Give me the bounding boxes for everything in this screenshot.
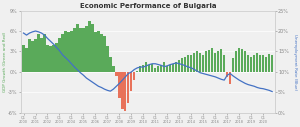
Bar <box>163 62 165 72</box>
Bar <box>40 38 43 72</box>
Bar <box>133 72 136 80</box>
Bar <box>190 55 192 72</box>
Bar <box>22 45 25 72</box>
Bar <box>166 66 168 72</box>
Bar <box>56 43 58 72</box>
Bar <box>61 34 64 72</box>
Bar <box>79 28 82 72</box>
Bar <box>196 51 198 72</box>
Bar <box>241 49 243 72</box>
Bar <box>32 41 34 72</box>
Bar <box>76 24 79 72</box>
Bar <box>169 65 171 72</box>
Bar <box>265 57 267 72</box>
Bar <box>100 34 103 72</box>
Bar <box>136 71 139 72</box>
Bar <box>67 32 70 72</box>
Bar <box>118 72 121 98</box>
Bar <box>184 57 186 72</box>
Bar <box>181 58 183 72</box>
Bar <box>28 39 31 72</box>
Bar <box>38 34 40 72</box>
Bar <box>256 53 258 72</box>
Bar <box>44 34 46 72</box>
Bar <box>178 60 180 72</box>
Bar <box>226 72 228 77</box>
Bar <box>154 68 157 72</box>
Bar <box>115 72 118 76</box>
Bar <box>232 58 234 72</box>
Bar <box>262 55 264 72</box>
Bar <box>94 32 97 72</box>
Bar <box>124 72 127 112</box>
Bar <box>223 55 225 72</box>
Bar <box>91 24 94 72</box>
Bar <box>160 65 162 72</box>
Bar <box>244 51 246 72</box>
Bar <box>208 50 210 72</box>
Bar <box>106 46 109 72</box>
Bar <box>26 48 28 72</box>
Bar <box>214 53 216 72</box>
Bar <box>145 62 148 72</box>
Bar <box>130 72 133 91</box>
Bar <box>235 51 237 72</box>
Bar <box>52 45 55 72</box>
Bar <box>220 49 222 72</box>
Bar <box>139 66 142 72</box>
Bar <box>142 65 145 72</box>
Bar <box>229 72 231 84</box>
Bar <box>205 51 207 72</box>
Bar <box>199 53 201 72</box>
Bar <box>217 51 219 72</box>
Bar <box>151 64 154 72</box>
Y-axis label: GDP Growth (Green and Red): GDP Growth (Green and Red) <box>3 32 7 92</box>
Bar <box>103 36 106 72</box>
Bar <box>268 53 270 72</box>
Bar <box>157 66 159 72</box>
Bar <box>271 55 273 72</box>
Bar <box>34 39 37 72</box>
Bar <box>247 55 249 72</box>
Bar <box>175 62 177 72</box>
Bar <box>112 66 115 72</box>
Title: Economic Performance of Bulgaria: Economic Performance of Bulgaria <box>80 3 216 9</box>
Bar <box>250 57 252 72</box>
Bar <box>193 53 195 72</box>
Bar <box>97 31 100 72</box>
Bar <box>82 28 85 72</box>
Bar <box>85 26 88 72</box>
Bar <box>148 65 151 72</box>
Bar <box>46 45 49 72</box>
Bar <box>172 64 174 72</box>
Bar <box>121 72 124 109</box>
Bar <box>109 57 112 72</box>
Bar <box>259 55 261 72</box>
Bar <box>50 46 52 72</box>
Bar <box>64 31 67 72</box>
Bar <box>238 48 240 72</box>
Bar <box>187 55 189 72</box>
Bar <box>58 38 61 72</box>
Bar <box>211 48 213 72</box>
Bar <box>70 31 73 72</box>
Y-axis label: Unemployment Rate (Blue): Unemployment Rate (Blue) <box>293 34 297 90</box>
Bar <box>253 55 255 72</box>
Bar <box>127 72 130 103</box>
Bar <box>202 55 204 72</box>
Bar <box>88 21 91 72</box>
Bar <box>73 28 76 72</box>
